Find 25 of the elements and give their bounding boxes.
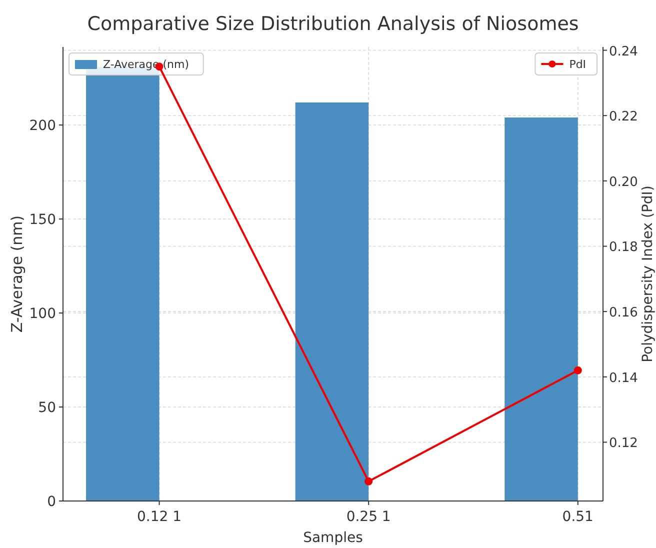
y2-axis-title: Polydispersity Index (PdI) bbox=[640, 186, 656, 362]
y2-tick-label: 0.20 bbox=[609, 174, 638, 190]
y2-tick-label: 0.14 bbox=[609, 370, 638, 386]
y2-tick-label: 0.18 bbox=[609, 240, 638, 256]
x-tick-label: 0.25 1 bbox=[346, 509, 391, 525]
y2-tick-label: 0.24 bbox=[609, 44, 638, 60]
point bbox=[364, 477, 373, 486]
bar bbox=[504, 117, 578, 501]
point bbox=[574, 366, 582, 374]
y-axis-title: Z-Average (nm) bbox=[8, 215, 26, 333]
x-tick-label: 0.12 1 bbox=[137, 509, 182, 525]
chart-title: Comparative Size Distribution Analysis of Niosomes bbox=[87, 13, 579, 35]
x-axis-title: Samples bbox=[303, 530, 363, 546]
legend-label: PdI bbox=[569, 58, 586, 71]
y2-tick-label: 0.22 bbox=[609, 110, 638, 125]
y2-tick-label: 0.16 bbox=[609, 306, 638, 321]
bar bbox=[295, 102, 369, 501]
y-tick-label: 100 bbox=[29, 306, 56, 322]
legend-label: Z-Average (nm) bbox=[103, 58, 190, 71]
y-tick-label: 150 bbox=[29, 212, 56, 228]
y2-tick-label: 0.12 bbox=[609, 436, 638, 452]
y-tick-label: 0 bbox=[47, 494, 56, 510]
y-tick-label: 50 bbox=[38, 400, 56, 416]
x-tick-label: 0.51 bbox=[562, 509, 594, 525]
y-tick-label: 200 bbox=[29, 118, 56, 134]
